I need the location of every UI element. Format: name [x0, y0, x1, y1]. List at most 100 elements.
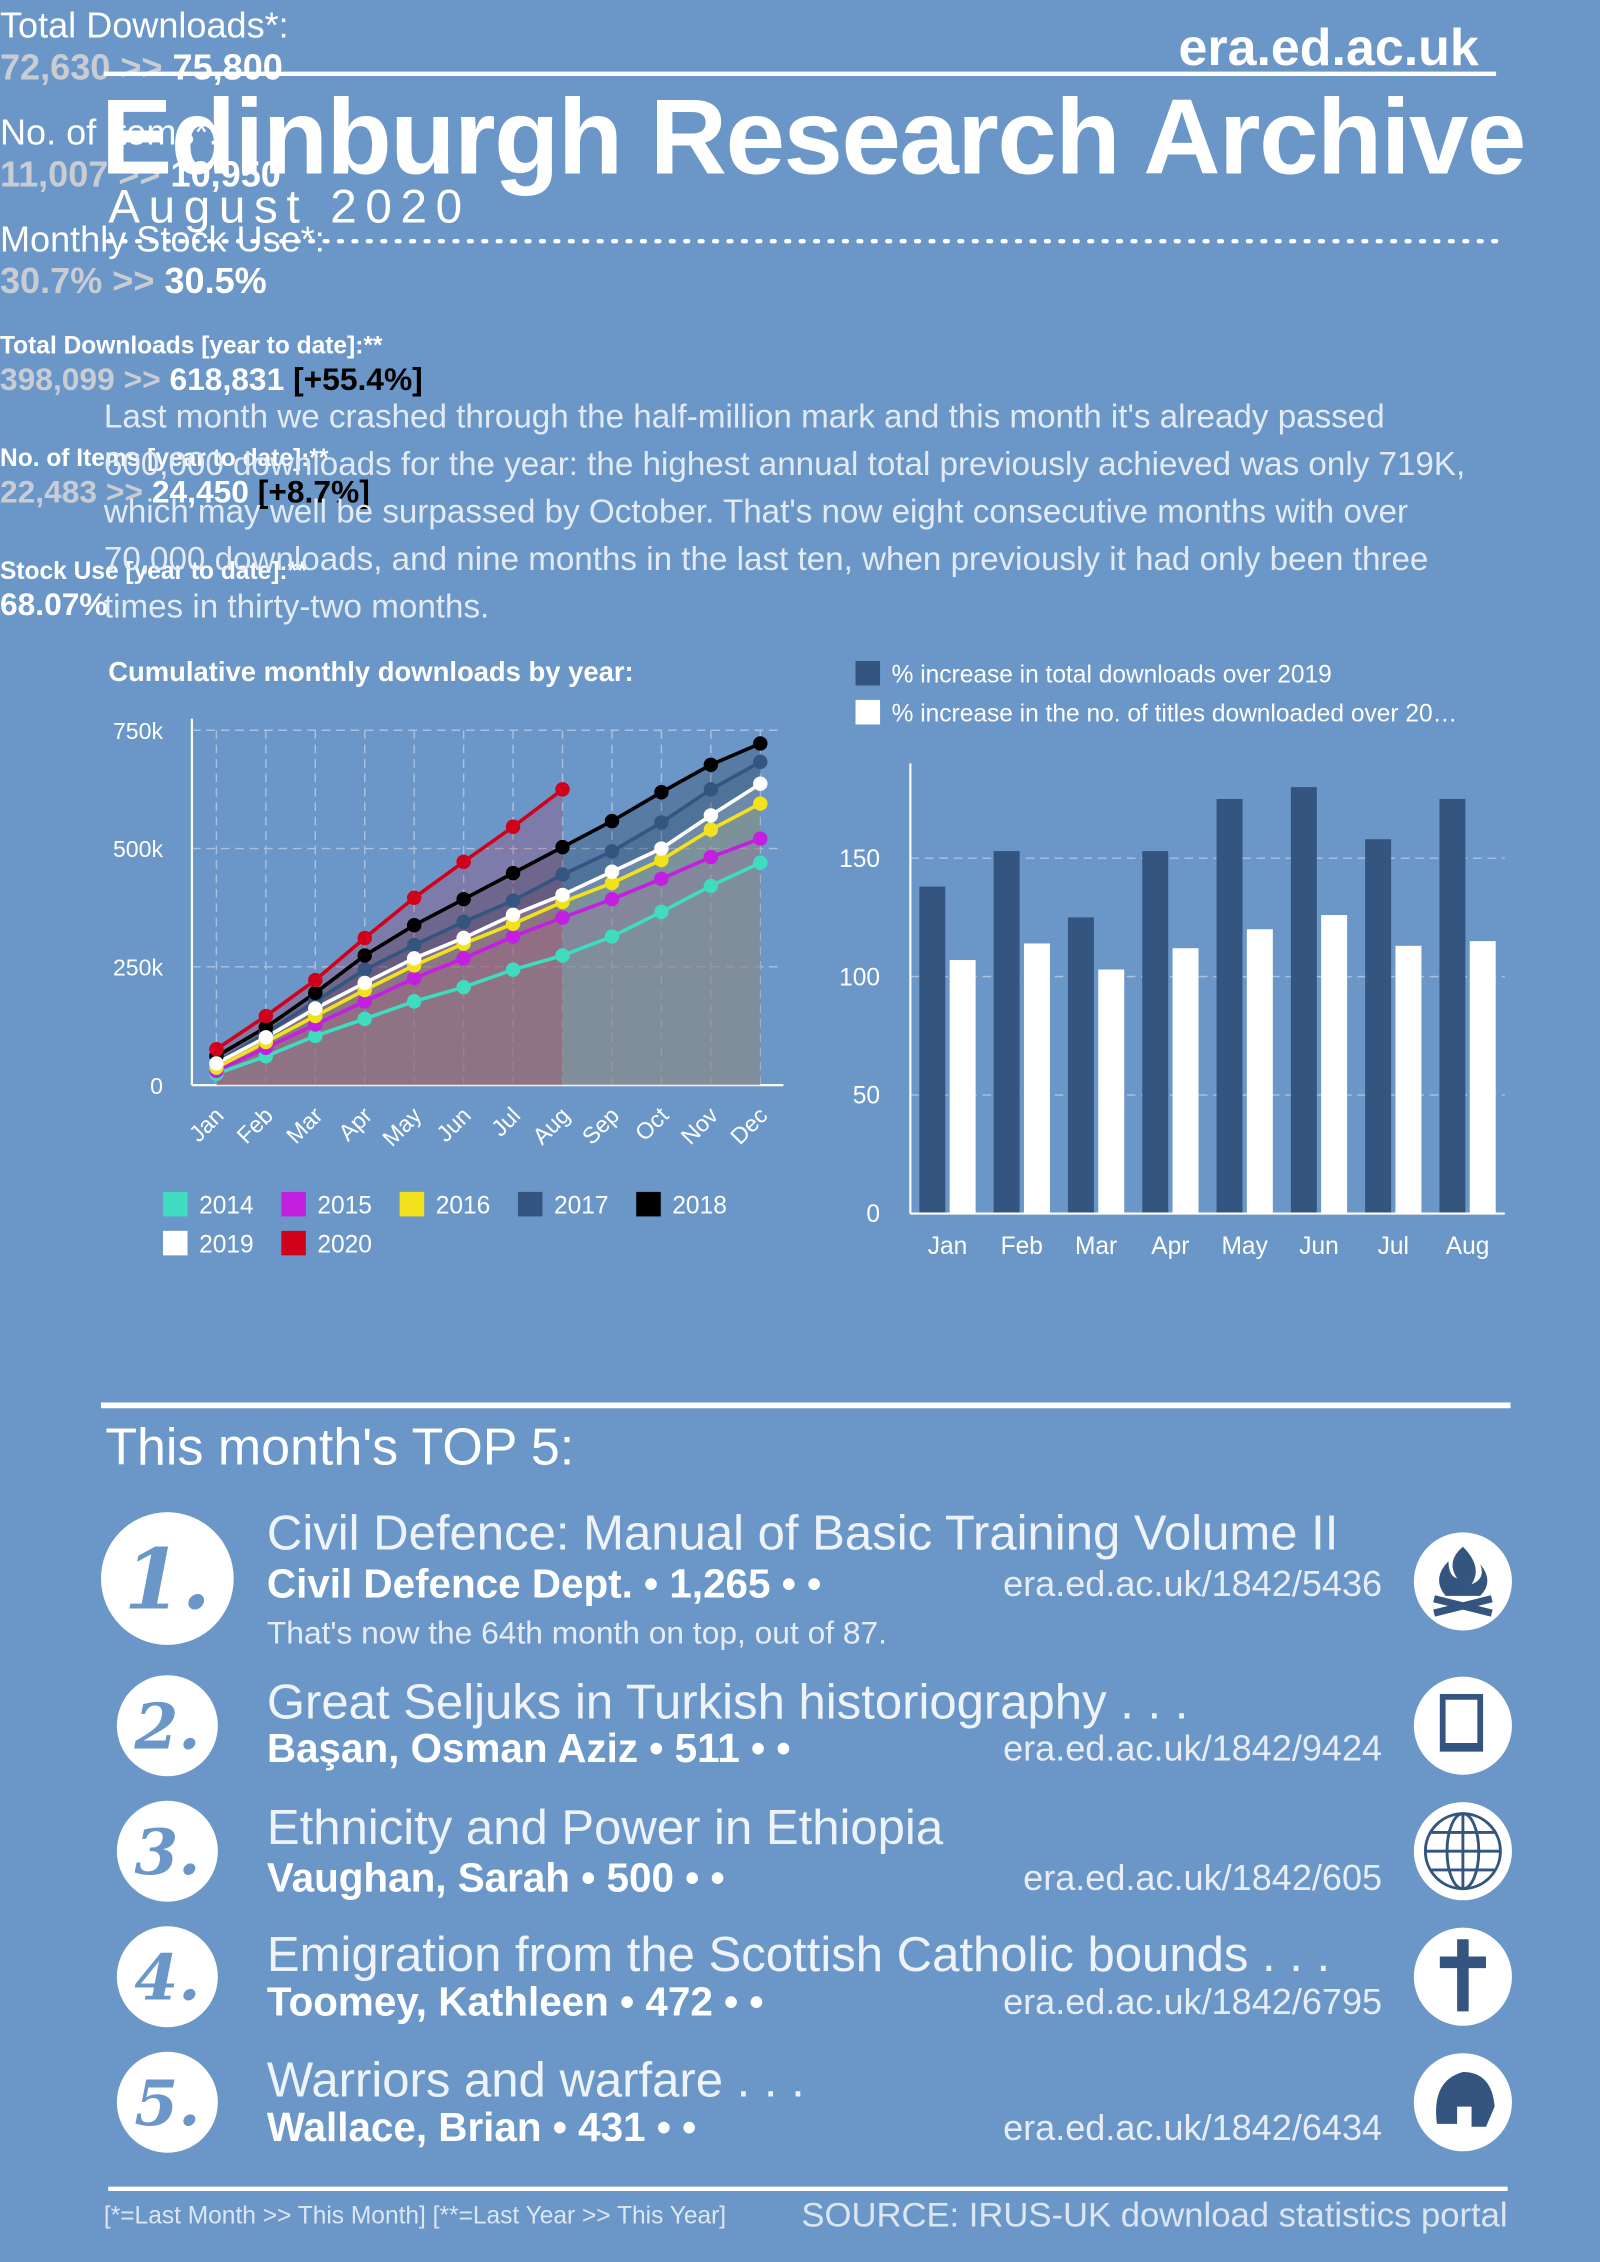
bar — [1216, 798, 1243, 1214]
site: era.ed.ac.uk — [1178, 17, 1479, 77]
y-tick-label: 150 — [839, 846, 880, 873]
arrow: >> — [123, 360, 161, 397]
logs — [1433, 1595, 1493, 1617]
legend-label: 2015 — [317, 1193, 372, 1220]
dot — [555, 839, 570, 855]
line — [215, 801, 762, 1070]
dot — [406, 994, 422, 1009]
stat-label: Stock Use [year to date]:** — [0, 557, 307, 585]
dot — [258, 1008, 274, 1024]
item-title: Civil Defence: Manual of Basic Training … — [266, 1506, 1339, 1562]
rank-circle — [100, 1512, 234, 1645]
stat-values: 11,007 >> 10,950 — [0, 155, 555, 197]
subtitle: August 2020 — [108, 179, 471, 233]
rank: 4. — [134, 1940, 200, 2014]
dot — [604, 813, 620, 829]
item-url: era.ed.ac.uk/1842/605 — [1023, 1858, 1383, 1899]
x-tick-label: Jan — [928, 1233, 968, 1260]
chart-title: Cumulative monthly downloads by year: — [108, 658, 634, 689]
current: 75,800 — [172, 47, 283, 89]
bar — [1321, 915, 1348, 1214]
legend-label: 2016 — [436, 1193, 491, 1220]
stat-box: No. of Items*: 11,007 >> 10,950 — [0, 113, 555, 211]
bar — [1365, 839, 1392, 1214]
line — [215, 760, 762, 1065]
item-url: era.ed.ac.uk/1842/9424 — [1003, 1728, 1383, 1769]
line — [215, 782, 762, 1065]
dot — [357, 1011, 372, 1027]
legend-swatch — [636, 1191, 661, 1217]
title: Edinburgh Research Archive — [100, 76, 1526, 197]
helmet — [1436, 2071, 1495, 2127]
line — [215, 861, 762, 1076]
dot — [456, 891, 471, 907]
legend-label: 2020 — [317, 1231, 372, 1258]
stat-label: No. of Items [year to date]:** — [0, 444, 329, 472]
dot — [753, 831, 768, 846]
item-author: Başan, Osman Aziz • 511 • • — [266, 1725, 791, 1771]
dot — [258, 1020, 274, 1035]
dot — [505, 907, 521, 922]
previous: 72,630 — [0, 47, 111, 89]
dot — [406, 890, 422, 905]
area — [216, 743, 761, 1086]
legend-label: 2014 — [199, 1193, 254, 1220]
rank: 1. — [124, 1530, 211, 1628]
section-title: This month's TOP 5: — [105, 1416, 575, 1477]
arrow: >> — [105, 473, 144, 510]
x-tick-label: Sep — [577, 1102, 624, 1149]
footer-note: [*=Last Month >> This Month] [**=Last Ye… — [103, 2201, 727, 2230]
dot — [505, 819, 521, 834]
bar — [919, 886, 946, 1214]
stat-values: 30.7% >> 30.5% — [0, 261, 390, 303]
rank: 3. — [134, 1815, 200, 1889]
flame — [1439, 1546, 1488, 1596]
bar — [1439, 798, 1466, 1214]
previous: 398,099 — [0, 360, 115, 397]
dot — [357, 962, 372, 977]
x-tick-label: Jan — [184, 1102, 229, 1147]
dot — [555, 782, 570, 797]
x-tick-label: Mar — [281, 1102, 328, 1149]
legend-label: % increase in total downloads over 2019 — [892, 662, 1332, 689]
bar — [1246, 929, 1273, 1214]
stat-box: Total Downloads [year to date]:** 398,099… — [0, 332, 483, 430]
rank-circle — [116, 1926, 218, 2028]
bar — [1469, 941, 1496, 1214]
stat-label: Total Downloads [year to date]:** — [0, 332, 383, 360]
dot — [703, 808, 719, 823]
stat-label: No. of Items*: — [0, 112, 219, 154]
dot — [753, 796, 768, 811]
x-tick-label: Jun — [431, 1102, 476, 1147]
dot — [456, 930, 471, 946]
dot — [357, 948, 372, 963]
footer-source: SOURCE: IRUS-UK download statistics port… — [801, 2196, 1508, 2235]
icons — [1413, 1532, 1512, 2152]
x-tick-label: May — [377, 1102, 427, 1152]
dot — [209, 1041, 224, 1057]
line — [215, 836, 761, 1073]
rank-circle — [116, 2051, 218, 2153]
item-title: Warriors and warfare . . . — [266, 2053, 805, 2109]
dot — [753, 855, 768, 870]
x-tick-label: Dec — [725, 1102, 772, 1149]
change: [+8.7%] — [257, 473, 370, 510]
dot — [308, 985, 323, 1001]
dot — [357, 930, 372, 946]
arrow: >> — [120, 47, 163, 89]
area — [216, 803, 761, 1086]
dot — [654, 841, 669, 856]
stat-values: 68.07% — [0, 586, 441, 624]
legend-label: % increase in the no. of titles download… — [892, 701, 1458, 728]
dot — [753, 754, 768, 770]
x-tick-label: Aug — [1446, 1233, 1490, 1260]
book — [1439, 1693, 1484, 1752]
y-tick-label: 250k — [113, 954, 164, 980]
current: 10,950 — [170, 154, 281, 195]
dot — [505, 893, 521, 908]
x-tick-label: Jul — [486, 1102, 525, 1141]
line — [215, 787, 564, 1051]
x-tick-label: Oct — [630, 1102, 674, 1146]
bar — [1142, 851, 1169, 1214]
dot — [604, 891, 620, 907]
